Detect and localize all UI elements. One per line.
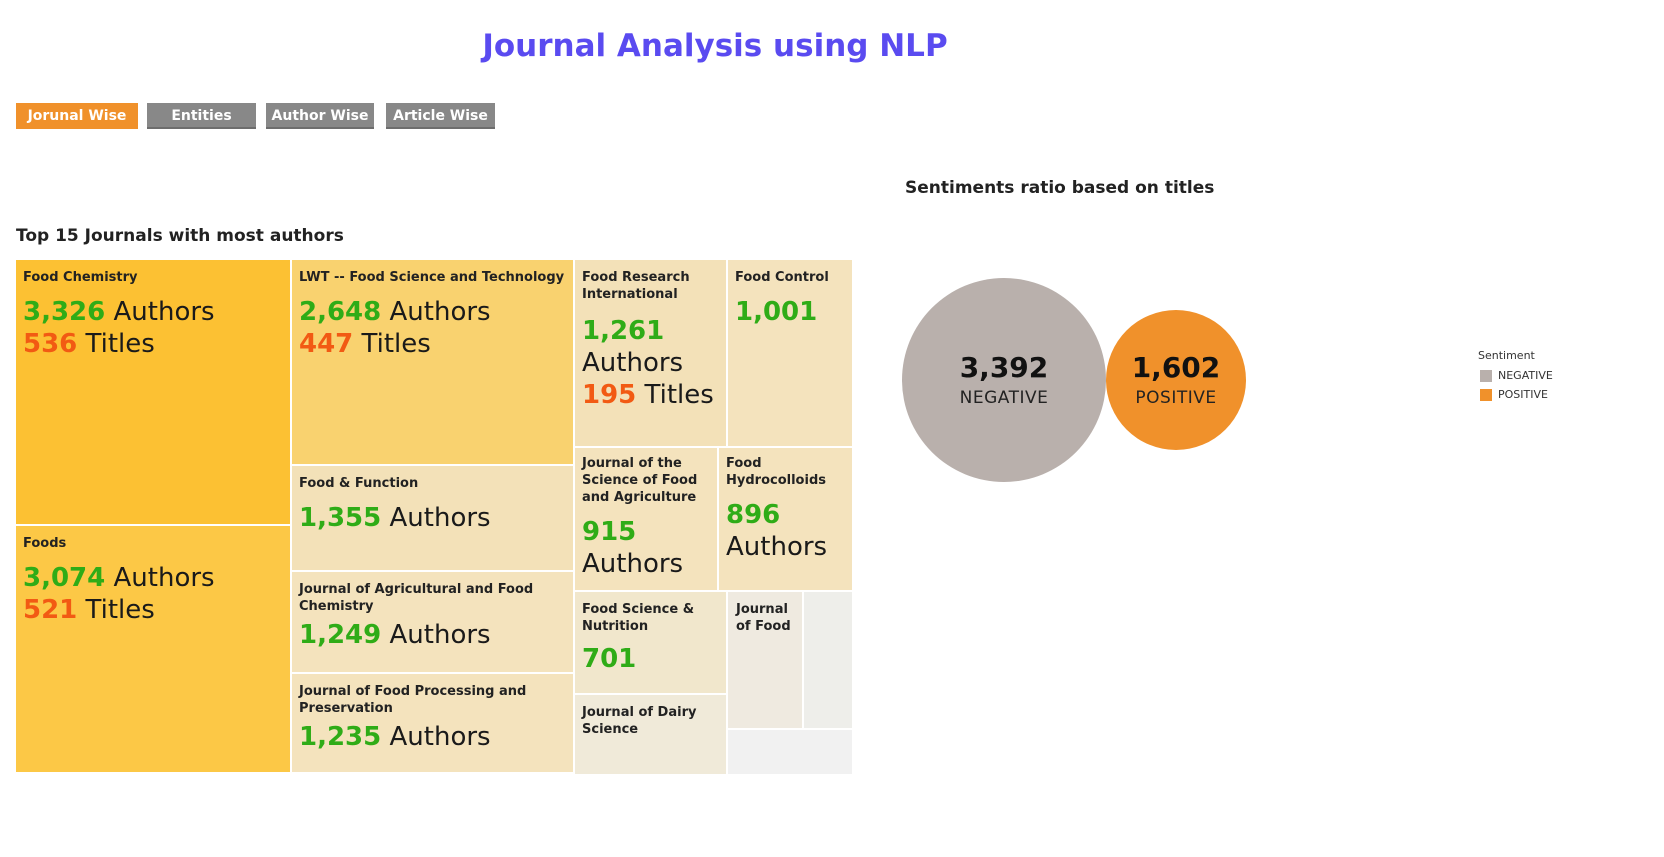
authors-word: Authors: [389, 722, 491, 752]
treemap-cell[interactable]: LWT -- Food Science and Technology 2,648…: [292, 260, 575, 466]
authors-count: 3,074: [23, 563, 106, 593]
journal-stats: 1,235 Authors: [299, 721, 566, 753]
authors-count: 1,249: [299, 620, 382, 650]
authors-count: 701: [582, 644, 637, 674]
treemap-cell[interactable]: Journal of Dairy Science: [575, 695, 728, 774]
journal-stats: 896 Authors: [726, 499, 845, 563]
titles-word: Titles: [361, 329, 431, 359]
treemap-title: Top 15 Journals with most authors: [16, 226, 344, 246]
journal-name: Foods: [23, 536, 67, 551]
journal-stats: 1,001: [735, 296, 845, 328]
journal-stats: 2,648 Authors 447 Titles: [299, 296, 566, 360]
authors-word: Authors: [113, 297, 215, 327]
authors-word: Authors: [582, 348, 684, 378]
journal-stats: 915 Authors: [582, 516, 710, 580]
authors-word: Authors: [389, 620, 491, 650]
treemap-cell[interactable]: Journal of the Science of Food and Agric…: [575, 448, 719, 592]
tab-entities[interactable]: Entities: [147, 103, 256, 129]
treemap-cell[interactable]: Food Hydrocolloids 896 Authors: [719, 448, 852, 592]
titles-count: 195: [582, 380, 637, 410]
journal-name: Journal of Dairy Science: [582, 705, 697, 737]
journals-treemap: Food Chemistry 3,326 Authors 536 Titles …: [16, 260, 852, 774]
legend-item-positive[interactable]: POSITIVE: [1478, 385, 1553, 404]
treemap-cell[interactable]: Food Chemistry 3,326 Authors 536 Titles: [16, 260, 292, 526]
authors-count: 896: [726, 500, 781, 530]
authors-count: 1,235: [299, 722, 382, 752]
authors-word: Authors: [389, 503, 491, 533]
titles-word: Titles: [85, 595, 155, 625]
authors-word: Authors: [582, 549, 684, 579]
authors-word: Authors: [389, 297, 491, 327]
page-title: Journal Analysis using NLP: [482, 28, 948, 64]
titles-count: 521: [23, 595, 78, 625]
journal-name: Journal of Food Processing and Preservat…: [299, 684, 527, 716]
treemap-cell[interactable]: [728, 730, 852, 774]
authors-count: 1,001: [735, 297, 818, 327]
positive-bubble[interactable]: 1,602 POSITIVE: [1106, 310, 1246, 450]
sentiment-title: Sentiments ratio based on titles: [905, 178, 1215, 198]
tab-journal-wise[interactable]: Jorunal Wise: [16, 103, 138, 129]
legend-item-negative[interactable]: NEGATIVE: [1478, 366, 1553, 385]
journal-name: Food Control: [735, 270, 829, 285]
authors-count: 3,326: [23, 297, 106, 327]
authors-count: 915: [582, 517, 637, 547]
authors-count: 2,648: [299, 297, 382, 327]
positive-count: 1,602: [1131, 351, 1221, 384]
treemap-cell[interactable]: [804, 592, 852, 730]
treemap-cell[interactable]: Foods 3,074 Authors 521 Titles: [16, 526, 292, 774]
treemap-cell[interactable]: Food & Function 1,355 Authors: [292, 466, 575, 572]
journal-stats: 1,355 Authors: [299, 502, 566, 534]
treemap-cell[interactable]: Journal of Food Processing and Preservat…: [292, 674, 575, 774]
treemap-cell[interactable]: Food Science & Nutrition 701: [575, 592, 728, 695]
titles-word: Titles: [85, 329, 155, 359]
authors-count: 1,261: [582, 316, 665, 346]
tab-author-wise[interactable]: Author Wise: [266, 103, 374, 129]
treemap-cell[interactable]: Journal of Agricultural and Food Chemist…: [292, 572, 575, 674]
positive-label: POSITIVE: [1135, 388, 1217, 408]
negative-bubble[interactable]: 3,392 NEGATIVE: [902, 278, 1106, 482]
tab-article-wise[interactable]: Article Wise: [386, 103, 495, 129]
titles-count: 536: [23, 329, 78, 359]
journal-stats: 3,074 Authors 521 Titles: [23, 562, 283, 626]
journal-name: Food & Function: [299, 476, 419, 491]
journal-stats: 3,326 Authors 536 Titles: [23, 296, 283, 360]
legend-label: POSITIVE: [1498, 388, 1548, 401]
journal-stats: 1,249 Authors: [299, 619, 566, 651]
legend-label: NEGATIVE: [1498, 369, 1553, 382]
treemap-cell[interactable]: Journal of Food: [728, 592, 804, 730]
journal-name: Journal of Agricultural and Food Chemist…: [299, 582, 534, 614]
journal-name: Journal of Food: [736, 602, 791, 634]
journal-name: Journal of the Science of Food and Agric…: [582, 456, 698, 505]
journal-name: Food Science & Nutrition: [582, 602, 695, 634]
treemap-cell[interactable]: Food Control 1,001: [728, 260, 852, 448]
legend-title: Sentiment: [1478, 349, 1535, 362]
treemap-cell[interactable]: Food Research International 1,261 Author…: [575, 260, 728, 448]
sentiment-legend: Sentiment NEGATIVE POSITIVE: [1478, 349, 1553, 404]
journal-stats: 1,261 Authors 195 Titles: [582, 315, 719, 411]
negative-label: NEGATIVE: [959, 388, 1049, 408]
journal-name: Food Research International: [582, 270, 690, 302]
legend-swatch-positive: [1480, 388, 1492, 401]
titles-count: 447: [299, 329, 354, 359]
authors-word: Authors: [113, 563, 215, 593]
authors-count: 1,355: [299, 503, 382, 533]
journal-name: Food Chemistry: [23, 270, 138, 285]
titles-word: Titles: [644, 380, 714, 410]
legend-swatch-negative: [1480, 369, 1492, 382]
journal-stats: 701: [582, 643, 719, 675]
journal-name: Food Hydrocolloids: [726, 456, 826, 488]
journal-name: LWT -- Food Science and Technology: [299, 270, 565, 285]
authors-word: Authors: [726, 532, 828, 562]
negative-count: 3,392: [959, 351, 1049, 384]
